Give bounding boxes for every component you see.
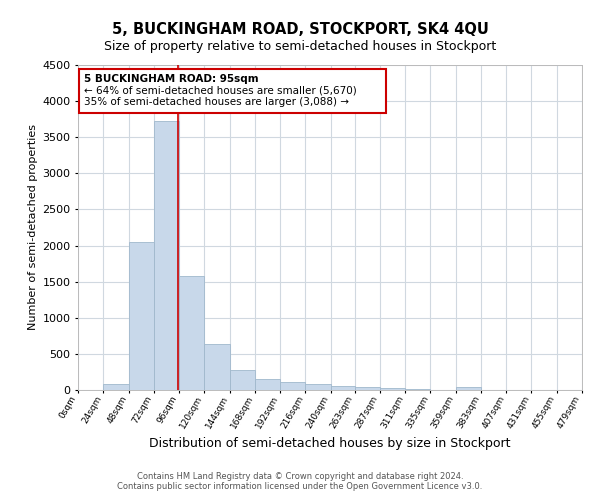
FancyBboxPatch shape bbox=[79, 68, 386, 112]
Bar bbox=[204, 344, 230, 390]
Bar bbox=[128, 242, 154, 390]
X-axis label: Distribution of semi-detached houses by size in Stockport: Distribution of semi-detached houses by … bbox=[149, 437, 511, 450]
Text: 5 BUCKINGHAM ROAD: 95sqm: 5 BUCKINGHAM ROAD: 95sqm bbox=[85, 74, 259, 85]
Bar bbox=[255, 379, 280, 390]
Bar bbox=[355, 387, 380, 390]
Bar bbox=[380, 388, 405, 390]
Bar bbox=[154, 122, 179, 390]
Text: 5, BUCKINGHAM ROAD, STOCKPORT, SK4 4QU: 5, BUCKINGHAM ROAD, STOCKPORT, SK4 4QU bbox=[112, 22, 488, 38]
Bar bbox=[179, 276, 204, 390]
Bar bbox=[230, 370, 255, 390]
Bar bbox=[331, 386, 355, 390]
Bar bbox=[456, 388, 481, 390]
Y-axis label: Number of semi-detached properties: Number of semi-detached properties bbox=[28, 124, 38, 330]
Text: Contains public sector information licensed under the Open Government Licence v3: Contains public sector information licen… bbox=[118, 482, 482, 491]
Bar bbox=[305, 384, 331, 390]
Text: 35% of semi-detached houses are larger (3,088) →: 35% of semi-detached houses are larger (… bbox=[85, 97, 349, 107]
Text: ← 64% of semi-detached houses are smaller (5,670): ← 64% of semi-detached houses are smalle… bbox=[85, 85, 357, 95]
Bar bbox=[405, 388, 430, 390]
Text: Contains HM Land Registry data © Crown copyright and database right 2024.: Contains HM Land Registry data © Crown c… bbox=[137, 472, 463, 481]
Text: Size of property relative to semi-detached houses in Stockport: Size of property relative to semi-detach… bbox=[104, 40, 496, 53]
Bar bbox=[103, 384, 128, 390]
Bar bbox=[280, 382, 305, 390]
